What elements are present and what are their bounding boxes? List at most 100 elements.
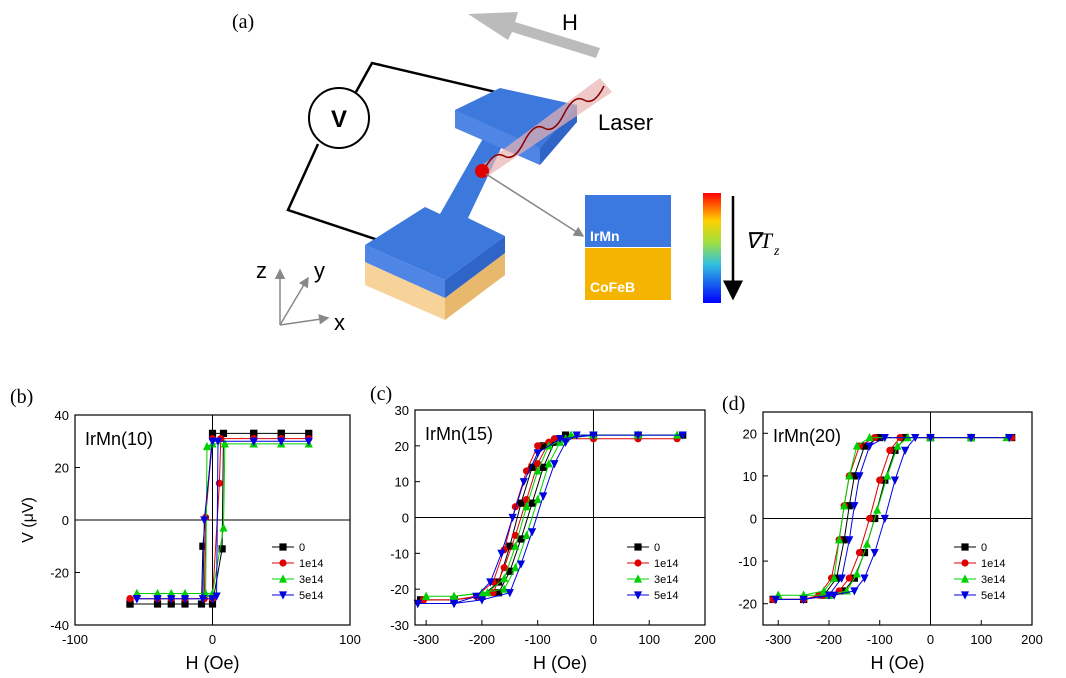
y-tick-label: 20 xyxy=(55,461,69,476)
panel-label: (d) xyxy=(722,393,745,415)
marker xyxy=(893,441,901,449)
marker xyxy=(517,560,525,568)
panel-label: (b) xyxy=(10,386,33,408)
x-tick-label: 100 xyxy=(638,632,660,647)
x-tick-label: 100 xyxy=(339,632,361,647)
field-label: H xyxy=(562,10,578,35)
laser-label: Laser xyxy=(598,110,653,135)
y-tick-label: 0 xyxy=(62,513,69,528)
y-tick-label: -40 xyxy=(50,618,69,633)
legend-label: 0 xyxy=(654,542,660,554)
layer-label: IrMn xyxy=(590,228,620,244)
x-tick-label: -100 xyxy=(525,632,551,647)
bar xyxy=(365,88,577,280)
legend-marker xyxy=(279,559,286,566)
legend-label: 0 xyxy=(299,542,305,554)
x-axis-label: H (Oe) xyxy=(186,653,240,673)
annotation: IrMn(15) xyxy=(425,424,493,444)
y-tick-label: 0 xyxy=(402,511,409,526)
marker xyxy=(876,477,883,484)
marker xyxy=(866,515,873,522)
marker xyxy=(846,575,853,582)
gradient-bar xyxy=(703,193,721,303)
legend-label: 1e14 xyxy=(299,558,323,570)
x-tick-label: -100 xyxy=(62,632,88,647)
x-tick-label: -200 xyxy=(469,632,495,647)
panel-label: (a) xyxy=(232,11,254,33)
marker xyxy=(886,447,893,454)
legend-marker xyxy=(961,543,968,550)
x-tick-label: 100 xyxy=(970,632,992,647)
chart: (c)-300-200-1000100200-30-20-100102030Ir… xyxy=(370,383,716,673)
marker xyxy=(873,505,881,513)
marker xyxy=(219,523,227,531)
legend-marker xyxy=(279,543,286,550)
x-tick-label: 200 xyxy=(1021,632,1043,647)
marker xyxy=(528,528,536,536)
legend-label: 0 xyxy=(981,542,987,554)
x-tick-label: 200 xyxy=(694,632,716,647)
x-axis-label: H (Oe) xyxy=(871,653,925,673)
y-tick-label: 40 xyxy=(55,408,69,423)
x-tick-label: 0 xyxy=(927,632,934,647)
annotation: IrMn(20) xyxy=(773,426,841,446)
figure: (a) H V Laser IrMn CoFeB ∇T z z y x (b)-… xyxy=(0,0,1066,678)
legend-label: 3e14 xyxy=(654,574,678,586)
legend-marker xyxy=(634,543,641,550)
marker xyxy=(901,447,909,455)
x-axis-label: H (Oe) xyxy=(533,653,587,673)
legend-label: 3e14 xyxy=(299,574,323,586)
chart: (b) -100 0 100 -40 -20 0 20 40 IrMn(10) 0 1e14 3e14 5… xyxy=(10,386,361,673)
legend-label: 5e14 xyxy=(299,590,323,602)
marker xyxy=(216,480,223,487)
marker xyxy=(534,442,541,449)
y-tick-label: -10 xyxy=(738,554,757,569)
axis-label: z xyxy=(256,258,267,283)
marker xyxy=(891,477,899,485)
laser-spot xyxy=(475,164,489,178)
legend-label: 5e14 xyxy=(981,590,1005,602)
axis-arrow xyxy=(280,278,308,325)
y-tick-label: 20 xyxy=(743,426,757,441)
x-tick-label: -200 xyxy=(816,632,842,647)
series-line xyxy=(778,438,1006,596)
y-tick-label: 10 xyxy=(395,475,409,490)
voltmeter-label: V xyxy=(331,106,347,133)
series-line xyxy=(426,435,677,596)
field-arrow xyxy=(468,12,600,58)
series-line xyxy=(130,439,309,599)
marker xyxy=(539,492,547,500)
marker xyxy=(853,569,861,577)
y-tick-label: 10 xyxy=(743,469,757,484)
marker xyxy=(497,550,505,558)
marker xyxy=(534,449,542,457)
y-tick-label: -20 xyxy=(390,582,409,597)
y-tick-label: 0 xyxy=(750,512,757,527)
legend-label: 1e14 xyxy=(654,558,678,570)
layer-label: CoFeB xyxy=(590,279,635,295)
gradient-subscript: z xyxy=(773,244,780,259)
y-tick-label: -30 xyxy=(390,618,409,633)
y-tick-label: 30 xyxy=(395,403,409,418)
y-tick-label: 20 xyxy=(395,439,409,454)
axis-label: y xyxy=(314,258,325,283)
y-axis-label: V (μV) xyxy=(20,497,37,543)
x-tick-label: 0 xyxy=(209,632,216,647)
annotation: IrMn(10) xyxy=(85,429,153,449)
axis-label: x xyxy=(334,310,345,335)
marker xyxy=(126,595,133,602)
legend-label: 5e14 xyxy=(654,590,678,602)
legend-marker xyxy=(634,559,641,566)
y-tick-label: -20 xyxy=(50,566,69,581)
legend-label: 1e14 xyxy=(981,558,1005,570)
x-tick-label: 0 xyxy=(590,632,597,647)
marker xyxy=(856,549,863,556)
y-tick-label: -20 xyxy=(738,597,757,612)
marker xyxy=(883,471,891,479)
x-tick-label: -100 xyxy=(867,632,893,647)
x-tick-label: -300 xyxy=(765,632,791,647)
axis-arrow xyxy=(280,318,328,325)
marker xyxy=(863,539,871,547)
pointer xyxy=(486,174,583,236)
